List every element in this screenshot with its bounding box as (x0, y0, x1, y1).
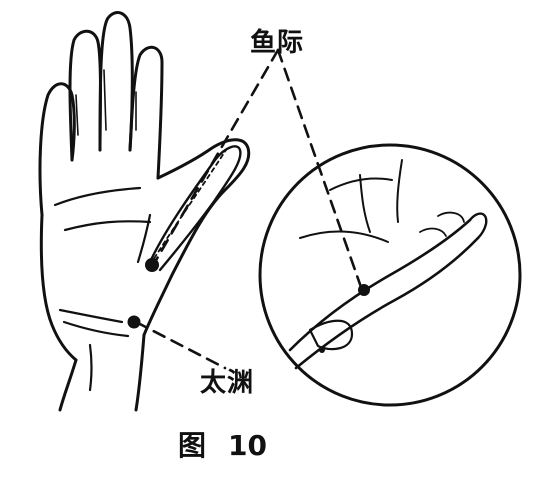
caption-number: 10 (228, 429, 267, 462)
figure-caption: 图 10 (178, 424, 267, 464)
yuji-point-marker (145, 258, 159, 272)
yuji-label: 鱼际 (250, 28, 305, 58)
inset-yuji-point-marker (358, 284, 370, 296)
caption-char: 图 (178, 429, 207, 462)
taiyuan-point-marker (127, 315, 141, 329)
palm-hand-illustration (38, 11, 251, 412)
taiyuan-label: 太渊 (200, 368, 255, 398)
magnified-thenar-inset (258, 143, 522, 407)
